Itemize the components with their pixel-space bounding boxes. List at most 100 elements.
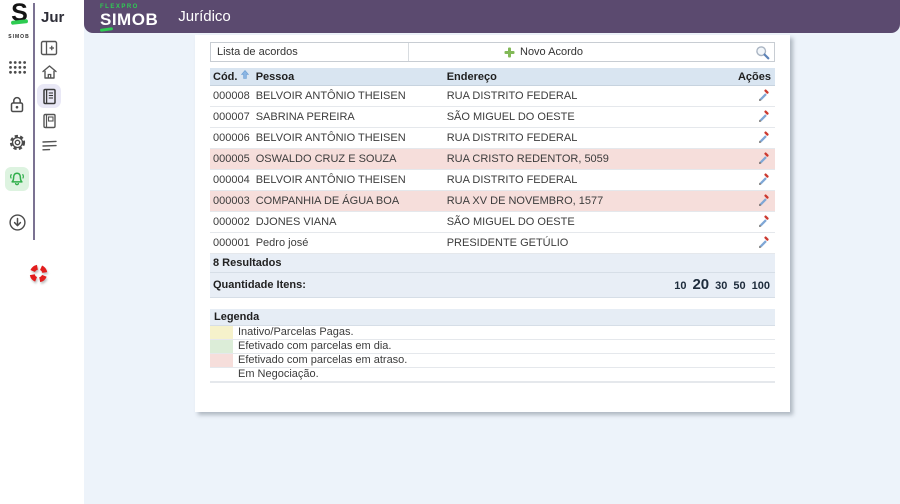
table-row[interactable]: 000004 BELVOIR ANTÔNIO THEISEN RUA DISTRIT…	[210, 169, 775, 191]
legend-item: Em Negociação.	[210, 368, 775, 382]
page-size-option-100[interactable]: 100	[751, 280, 770, 292]
table-row[interactable]: 000002 DJONES VIANA SÃO MIGUEL DO OESTE	[210, 211, 775, 233]
list-selector[interactable]: Lista de acordos	[211, 43, 409, 61]
table-row[interactable]: 000005 OSWALDO CRUZ E SOUZA RUA CRISTO RED…	[210, 148, 775, 170]
table-row[interactable]: 000008 BELVOIR ANTÔNIO THEISEN RUA DISTRIT…	[210, 85, 775, 107]
lifebuoy-icon[interactable]	[27, 262, 49, 284]
row-person: BELVOIR ANTÔNIO THEISEN	[252, 127, 444, 149]
row-actions	[725, 148, 775, 170]
brand-small-text: FLEXPRO	[100, 4, 139, 10]
legend-label: Efetivado com parcelas em dia.	[238, 340, 392, 352]
brand-name: SIMOB	[100, 10, 159, 29]
search-icon	[755, 45, 770, 60]
brand-logo[interactable]: FLEXPRO SIMOB	[99, 4, 159, 32]
column-header-acoes: Ações	[725, 68, 775, 86]
book-icon[interactable]	[37, 109, 61, 133]
row-address: SÃO MIGUEL DO OESTE	[443, 106, 725, 128]
row-actions	[725, 106, 775, 128]
legend-items: Inativo/Parcelas Pagas. Efetivado com par…	[210, 326, 775, 382]
row-code: 000002	[210, 211, 253, 233]
list-lines-icon[interactable]	[37, 133, 61, 157]
legend-color-swatch	[210, 340, 233, 353]
table-header-row: Cód. Pessoa Endereço Ações	[210, 68, 775, 86]
edit-pencil-icon[interactable]	[757, 194, 769, 209]
quantity-bar: Quantidade Itens: 10 20 30 50 100	[210, 273, 775, 298]
new-acordo-label: Novo Acordo	[520, 46, 583, 58]
brand-swoosh	[99, 27, 114, 32]
legend-item: Inativo/Parcelas Pagas.	[210, 326, 775, 340]
legend-color-swatch	[210, 354, 233, 367]
edit-pencil-icon[interactable]	[757, 152, 769, 167]
plus-icon	[504, 47, 515, 58]
legend-color-swatch	[210, 326, 233, 339]
row-person: SABRINA PEREIRA	[252, 106, 444, 128]
lock-icon[interactable]	[5, 92, 29, 116]
gear-icon[interactable]	[5, 130, 29, 154]
row-address: SÃO MIGUEL DO OESTE	[443, 211, 725, 233]
row-address: RUA CRISTO REDENTOR, 5059	[443, 148, 725, 170]
column-header-cod[interactable]: Cód.	[210, 68, 253, 86]
legend-label: Efetivado com parcelas em atraso.	[238, 354, 408, 366]
module-label: Jur	[41, 9, 65, 26]
row-address: RUA DISTRITO FEDERAL	[443, 127, 725, 149]
legend-label: Inativo/Parcelas Pagas.	[238, 326, 354, 338]
results-count: 8 Resultados	[210, 254, 775, 273]
row-address: RUA XV DE NOVEMBRO, 1577	[443, 190, 725, 212]
row-person: COMPANHIA DE ÁGUA BOA	[252, 190, 444, 212]
legend-label: Em Negociação.	[238, 368, 319, 380]
row-person: OSWALDO CRUZ E SOUZA	[252, 148, 444, 170]
edit-pencil-icon[interactable]	[757, 89, 769, 104]
search-button[interactable]	[748, 45, 774, 60]
page-size-option-20[interactable]: 20	[692, 276, 710, 293]
table-row[interactable]: 000007 SABRINA PEREIRA SÃO MIGUEL DO OESTE	[210, 106, 775, 128]
edit-pencil-icon[interactable]	[757, 110, 769, 125]
row-code: 000004	[210, 169, 253, 191]
list-toolbar: Lista de acordos Novo Acordo	[210, 42, 775, 62]
page-size-option-30[interactable]: 30	[715, 280, 728, 292]
row-person: Pedro josé	[252, 232, 444, 254]
edit-pencil-icon[interactable]	[757, 215, 769, 230]
legend-item: Efetivado com parcelas em atraso.	[210, 354, 775, 368]
page-title: Jurídico	[178, 8, 231, 25]
simob-logo[interactable]: S SIMOB	[4, 1, 34, 43]
logo-caption: SIMOB	[8, 34, 30, 40]
legend-item: Efetivado com parcelas em dia.	[210, 340, 775, 354]
table-row[interactable]: 000006 BELVOIR ANTÔNIO THEISEN RUA DISTRIT…	[210, 127, 775, 149]
home-icon[interactable]	[37, 60, 61, 84]
panel-icon[interactable]	[37, 36, 61, 60]
row-code: 000008	[210, 85, 253, 107]
row-address: PRESIDENTE GETÚLIO	[443, 232, 725, 254]
sidebar: S SIMOB Jur	[0, 0, 84, 504]
row-code: 000007	[210, 106, 253, 128]
download-icon[interactable]	[5, 210, 29, 234]
row-code: 000001	[210, 232, 253, 254]
row-person: BELVOIR ANTÔNIO THEISEN	[252, 85, 444, 107]
edit-pencil-icon[interactable]	[757, 236, 769, 251]
new-acordo-button[interactable]: Novo Acordo	[409, 46, 748, 58]
legend: Legenda Inativo/Parcelas Pagas. Efetivado…	[210, 309, 775, 383]
acordos-table: Cód. Pessoa Endereço Ações 000008 BELVOIR…	[210, 68, 775, 254]
content-panel: Lista de acordos Novo Acordo	[195, 35, 790, 412]
row-actions	[725, 211, 775, 233]
apps-grid-icon[interactable]	[5, 55, 29, 79]
table-row[interactable]: 000001 Pedro josé PRESIDENTE GETÚLIO	[210, 232, 775, 254]
row-address: RUA DISTRITO FEDERAL	[443, 169, 725, 191]
row-code: 000003	[210, 190, 253, 212]
page-size-option-50[interactable]: 50	[733, 280, 746, 292]
page-size-option-10[interactable]: 10	[674, 280, 687, 292]
sort-asc-icon[interactable]	[241, 70, 250, 82]
legend-color-swatch	[210, 368, 233, 381]
acordos-table-body: 000008 BELVOIR ANTÔNIO THEISEN RUA DISTRIT…	[210, 85, 775, 254]
bell-icon[interactable]	[5, 167, 29, 191]
edit-pencil-icon[interactable]	[757, 131, 769, 146]
top-bar: FLEXPRO SIMOB Jurídico	[84, 0, 900, 33]
row-actions	[725, 232, 775, 254]
quantity-label: Quantidade Itens:	[213, 278, 306, 291]
edit-pencil-icon[interactable]	[757, 173, 769, 188]
table-row[interactable]: 000003 COMPANHIA DE ÁGUA BOA RUA XV DE NOV…	[210, 190, 775, 212]
book-icon-active[interactable]	[37, 84, 61, 108]
column-header-endereco[interactable]: Endereço	[443, 68, 725, 86]
column-header-pessoa[interactable]: Pessoa	[252, 68, 444, 86]
row-code: 000005	[210, 148, 253, 170]
